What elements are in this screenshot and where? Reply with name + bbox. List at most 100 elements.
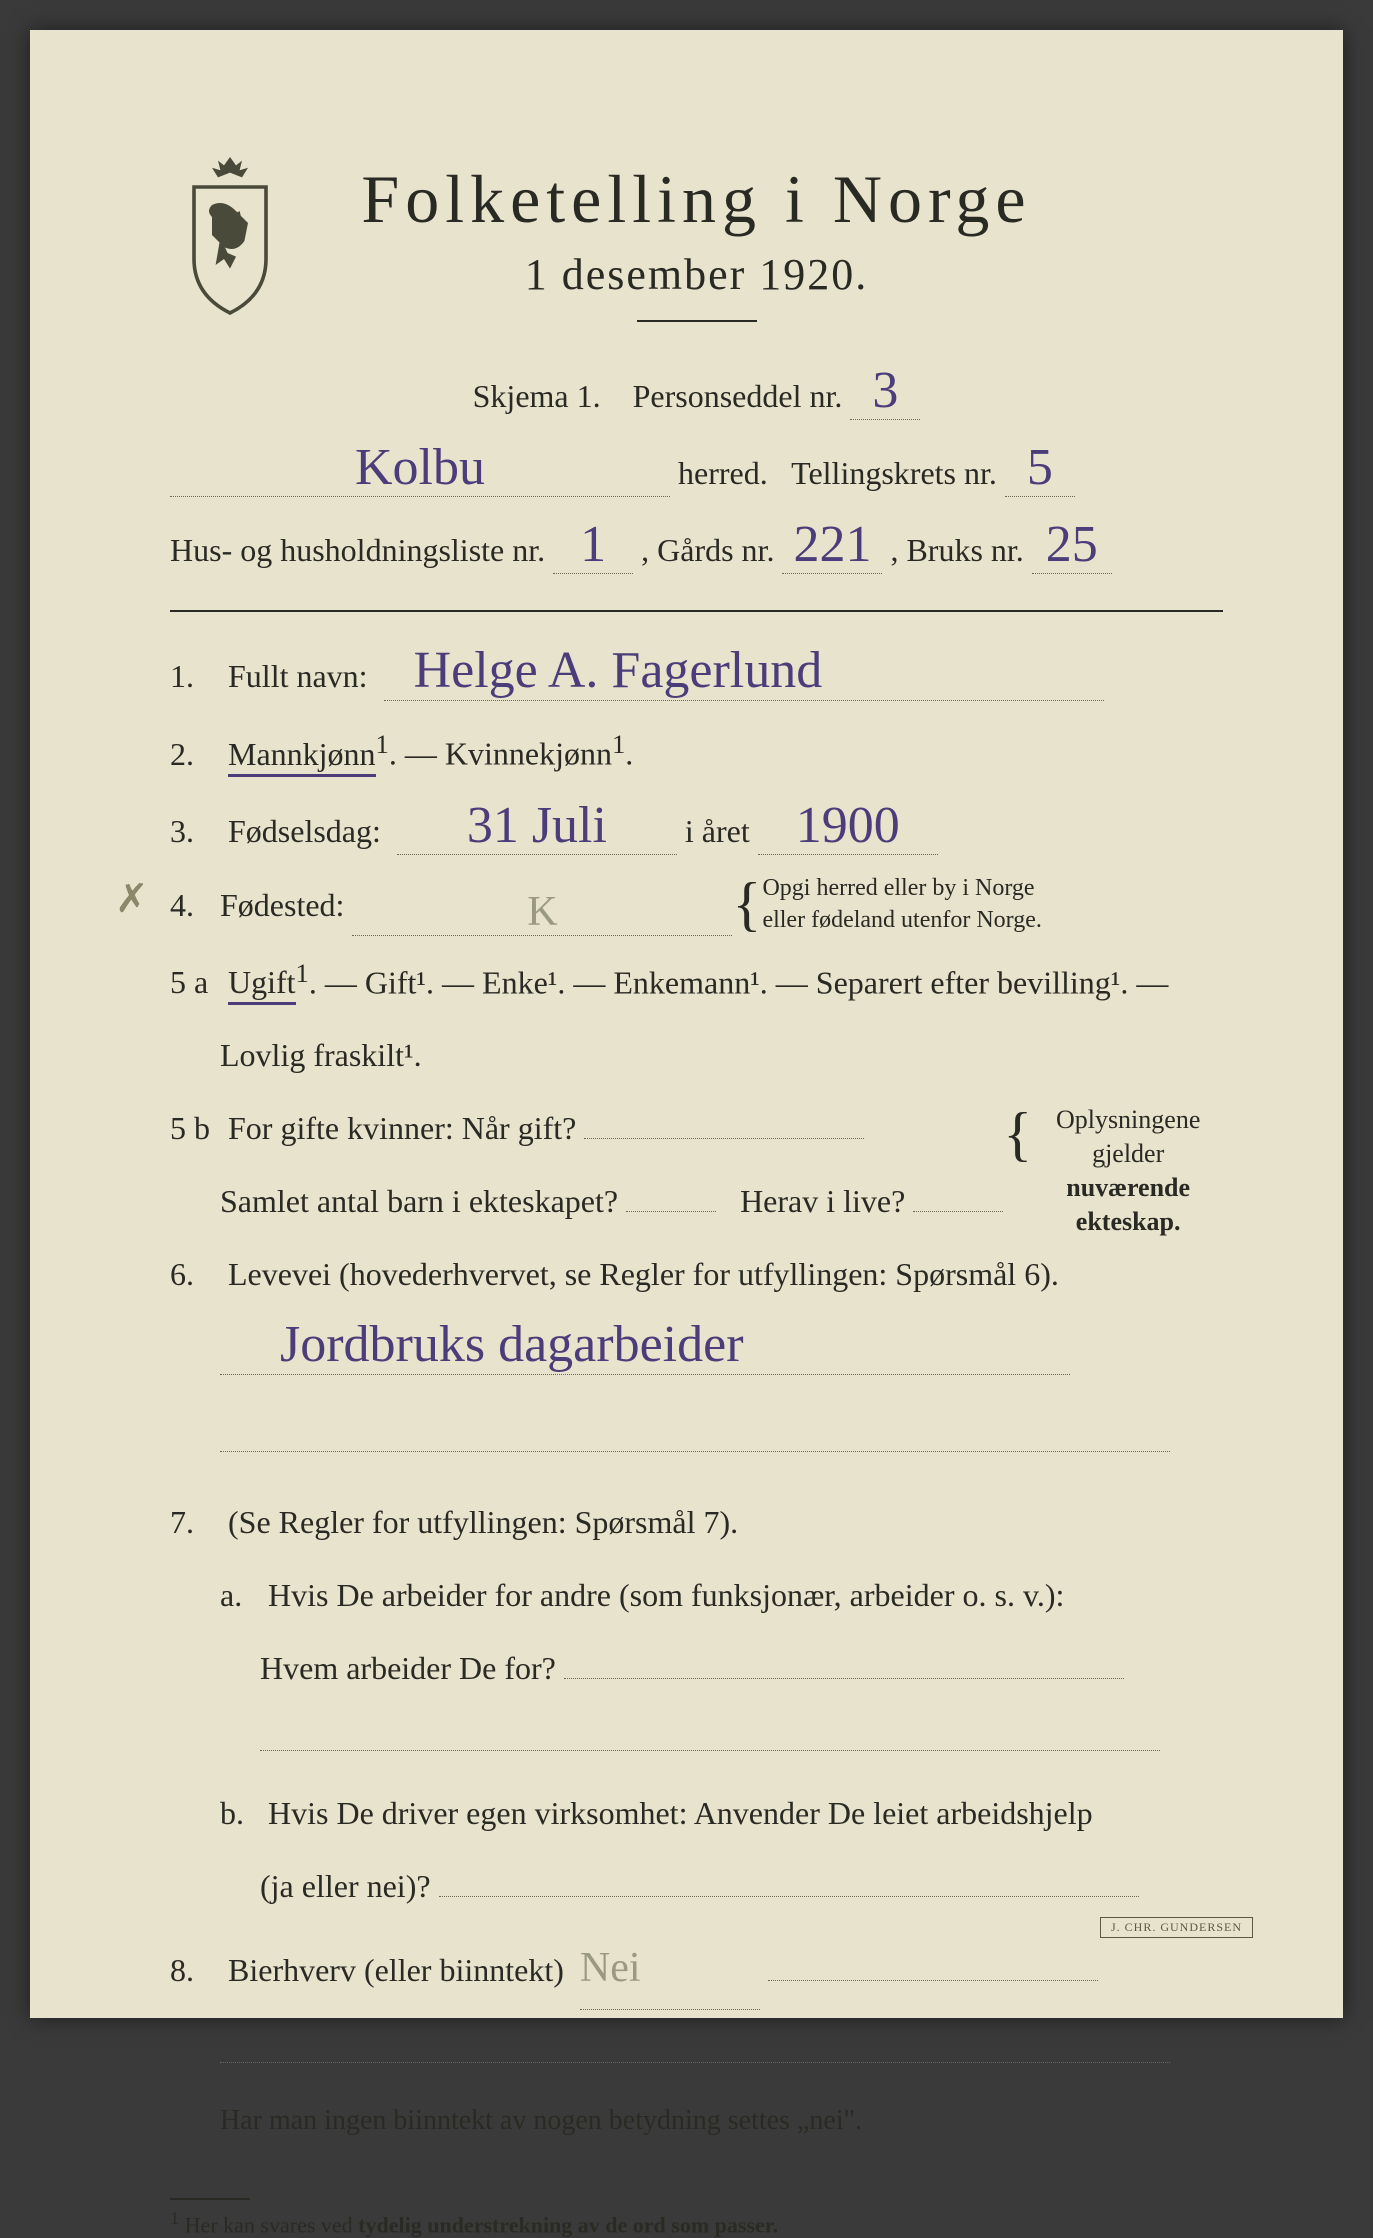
q7a-blank [564, 1643, 1124, 1678]
subtitle: 1 desember 1920. [170, 249, 1223, 300]
meta-line-1: Skjema 1. Personseddel nr. 3 [170, 362, 1223, 427]
q8-blank [768, 1946, 1098, 1981]
q6-label: Levevei (hovederhvervet, se Regler for u… [228, 1256, 1059, 1292]
tellingskrets-nr: 5 [1005, 439, 1075, 497]
q7a-l1: Hvis De arbeider for andre (som funksjon… [268, 1577, 1064, 1613]
q7a-blank2 [260, 1716, 1160, 1751]
q5a-line2: Lovlig fraskilt¹. [220, 1037, 422, 1073]
q5a-rest: . — Gift¹. — Enke¹. — Enkemann¹. — Separ… [309, 964, 1169, 1000]
q2-dash: — [405, 736, 445, 772]
q8-blank2 [220, 2027, 1170, 2062]
q2-num: 2. [170, 724, 220, 785]
q5a-num: 5 a [170, 952, 220, 1013]
margin-mark: ✗ [115, 875, 149, 922]
q8-label: Bierhverv (eller biinntekt) [228, 1952, 564, 1988]
q5b-l1a: For gifte kvinner: Når gift? [228, 1110, 576, 1146]
q5b-note-l1: Oplysningene [1056, 1105, 1200, 1134]
q3-day: 31 Juli [397, 797, 677, 855]
q7a-num: a. [220, 1565, 260, 1626]
q5b-note-l2b: nuværende [1066, 1173, 1190, 1202]
q8-row: 8. Bierhverv (eller biinntekt) Nei [170, 1929, 1223, 2010]
main-title: Folketelling i Norge [170, 160, 1223, 239]
q5a-ugift: Ugift [228, 964, 296, 1005]
q5b-l2a: Samlet antal barn i ekteskapet? [220, 1183, 618, 1219]
q7b-num: b. [220, 1783, 260, 1844]
q7a-row1: a. Hvis De arbeider for andre (som funks… [170, 1565, 1223, 1626]
q4-row: 4. Fødested: K Opgi herred eller by i No… [170, 873, 1223, 935]
meta-line-2: Kolbu herred. Tellingskrets nr. 5 [170, 439, 1223, 504]
q7b-row1: b. Hvis De driver egen virksomhet: Anven… [170, 1783, 1223, 1844]
q5a-row2: Lovlig fraskilt¹. [170, 1025, 1223, 1086]
q4-note-l1: Opgi herred eller by i Norge [762, 875, 1034, 901]
q6-blank [220, 1417, 1170, 1452]
q8-note-row: Har man ingen biinntekt av nogen betydni… [170, 2094, 1223, 2147]
q2-mann: Mannkjønn [228, 736, 376, 777]
footnote-text: Her kan svares ved [185, 2212, 359, 2237]
q2-sup2: 1 [612, 729, 625, 759]
q5b-line1: 5 b For gifte kvinner: Når gift? [170, 1098, 1003, 1159]
q7a-l2: Hvem arbeider De for? [260, 1650, 556, 1686]
q8-num: 8. [170, 1940, 220, 2001]
q1-label: Fullt navn: [228, 658, 368, 694]
q5b-blank1 [584, 1104, 864, 1139]
q6-value-row: Jordbruks dagarbeider [170, 1316, 1223, 1381]
header: Folketelling i Norge 1 desember 1920. [170, 160, 1223, 322]
q2-sup1: 1 [376, 729, 389, 759]
bruks-label: , Bruks nr. [890, 532, 1023, 568]
q7b-l2: (ja eller nei)? [260, 1868, 431, 1904]
q2-kvinne: Kvinnekjønn [445, 736, 612, 772]
q4-label: Fødested: [220, 875, 344, 936]
coat-of-arms-icon [170, 150, 290, 320]
q3-year: 1900 [758, 797, 938, 855]
q7-num: 7. [170, 1492, 220, 1553]
q3-label: Fødselsdag: [228, 813, 381, 849]
q4-note-l2: eller fødeland utenfor Norge. [762, 907, 1041, 933]
q5b-num: 5 b [170, 1098, 220, 1159]
q8-blank-row [170, 2022, 1223, 2083]
herred-label: herred. [678, 455, 768, 491]
gards-nr: 221 [782, 516, 882, 574]
footnote-bold: tydelig understrekning av de ord som pas… [358, 2212, 778, 2237]
q5b-blank3 [913, 1177, 1003, 1212]
q7b-l1: Hvis De driver egen virksomhet: Anvender… [268, 1795, 1093, 1831]
husliste-nr: 1 [553, 516, 633, 574]
q5b-line2: Samlet antal barn i ekteskapet? Herav i … [170, 1171, 1003, 1232]
husliste-label: Hus- og husholdningsliste nr. [170, 532, 545, 568]
q5b-note-l3: ekteskap. [1076, 1207, 1181, 1236]
q5b-l2b: Herav i live? [740, 1183, 905, 1219]
q7-row: 7. (Se Regler for utfyllingen: Spørsmål … [170, 1492, 1223, 1553]
footnote-num: 1 [170, 2208, 179, 2228]
q1-num: 1. [170, 646, 220, 707]
q7a-row2: Hvem arbeider De for? [170, 1638, 1223, 1699]
q8-value: Nei [580, 1929, 760, 2010]
q7-label: (Se Regler for utfyllingen: Spørsmål 7). [228, 1504, 738, 1540]
q5b-row: 5 b For gifte kvinner: Når gift? Samlet … [170, 1098, 1223, 1244]
q5b-blank2 [626, 1177, 716, 1212]
q8-note: Har man ingen biinntekt av nogen betydni… [220, 2105, 862, 2136]
census-form-page: ✗ Folketelling i Norge 1 desember 1920. … [30, 30, 1343, 2018]
herred-value: Kolbu [170, 439, 670, 497]
personseddel-nr: 3 [850, 362, 920, 420]
q6-blank-row [170, 1411, 1223, 1472]
q3-num: 3. [170, 801, 220, 862]
title-rule [637, 320, 757, 322]
divider-1 [170, 610, 1223, 612]
printer-stamp: J. CHR. GUNDERSEN [1100, 1917, 1253, 1938]
q4-value: K [352, 889, 732, 936]
q3-row: 3. Fødselsdag: 31 Juli i året 1900 [170, 797, 1223, 862]
q7b-blank [439, 1862, 1139, 1897]
q2-row: 2. Mannkjønn1. — Kvinnekjønn1. [170, 719, 1223, 784]
q6-num: 6. [170, 1244, 220, 1305]
q3-mid: i året [685, 813, 750, 849]
meta-line-3: Hus- og husholdningsliste nr. 1 , Gårds … [170, 516, 1223, 581]
q4-num: 4. [170, 875, 220, 936]
bruks-nr: 25 [1032, 516, 1112, 574]
footnote-rule [170, 2198, 250, 2200]
footnote: 1 Her kan svares ved tydelig understrekn… [170, 2198, 1223, 2238]
q5a-row: 5 a Ugift1. — Gift¹. — Enke¹. — Enkemann… [170, 948, 1223, 1013]
personseddel-label: Personseddel nr. [633, 378, 843, 414]
q6-value: Jordbruks dagarbeider [220, 1316, 1070, 1374]
q6-row: 6. Levevei (hovederhvervet, se Regler fo… [170, 1244, 1223, 1305]
q4-note: Opgi herred eller by i Norge eller fødel… [742, 873, 1041, 935]
q5b-note: Oplysningene gjelder nuværende ekteskap. [1013, 1103, 1223, 1238]
